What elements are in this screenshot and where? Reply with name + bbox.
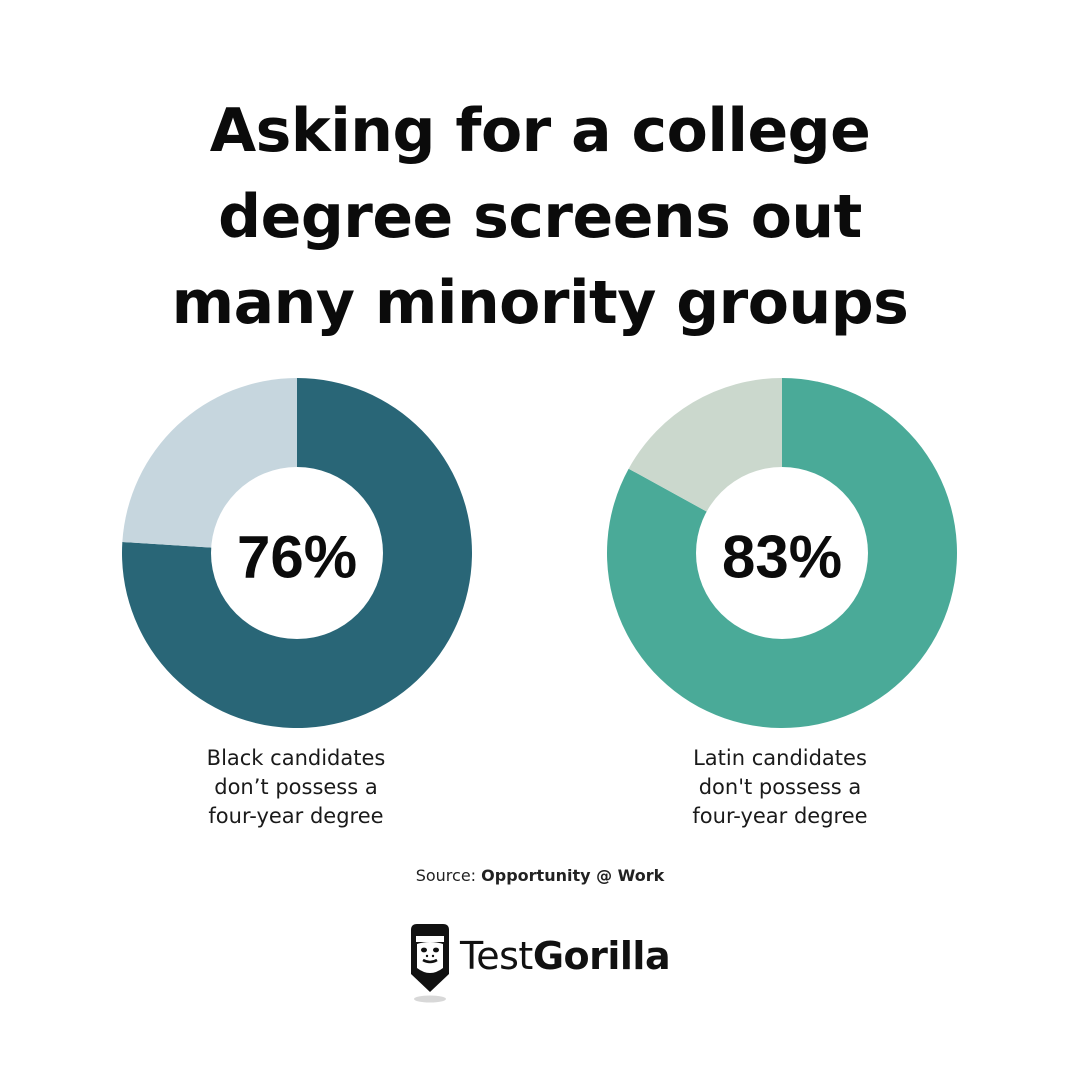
title-line-2: degree screens out	[218, 182, 862, 252]
donut-chart-black-candidates: 76%	[121, 378, 472, 728]
donut-chart-latin-candidates: 83%	[606, 378, 957, 728]
donut-hole-latin	[696, 467, 868, 639]
caption-line: four-year degree	[692, 804, 868, 828]
source-name: Opportunity @ Work	[481, 866, 665, 885]
logo-text-bold: Gorilla	[532, 934, 671, 978]
source-note: Source: Opportunity @ Work	[0, 866, 1080, 885]
caption-line: don't possess a	[698, 775, 862, 799]
logo-wordmark: TestGorilla	[460, 934, 671, 978]
logo-text-light: Test	[460, 934, 533, 978]
caption-line: Black candidates	[206, 746, 386, 770]
title-line-1: Asking for a college	[209, 96, 871, 166]
donut-center-label-latin: 83%	[722, 524, 842, 591]
donut-center-label-black: 76%	[237, 524, 357, 591]
testgorilla-logo: TestGorilla	[408, 922, 671, 1004]
donut-hole-black	[211, 467, 383, 639]
title-line-3: many minority groups	[171, 268, 909, 338]
caption-black-candidates: Black candidates don’t possess a four-ye…	[146, 744, 446, 831]
gorilla-icon	[411, 924, 449, 1003]
caption-line: four-year degree	[208, 804, 384, 828]
caption-line: don’t possess a	[214, 775, 378, 799]
page-title: Asking for a college degree screens out …	[0, 88, 1080, 346]
source-prefix: Source:	[415, 866, 477, 885]
caption-line: Latin candidates	[693, 746, 867, 770]
caption-latin-candidates: Latin candidates don't possess a four-ye…	[630, 744, 930, 831]
